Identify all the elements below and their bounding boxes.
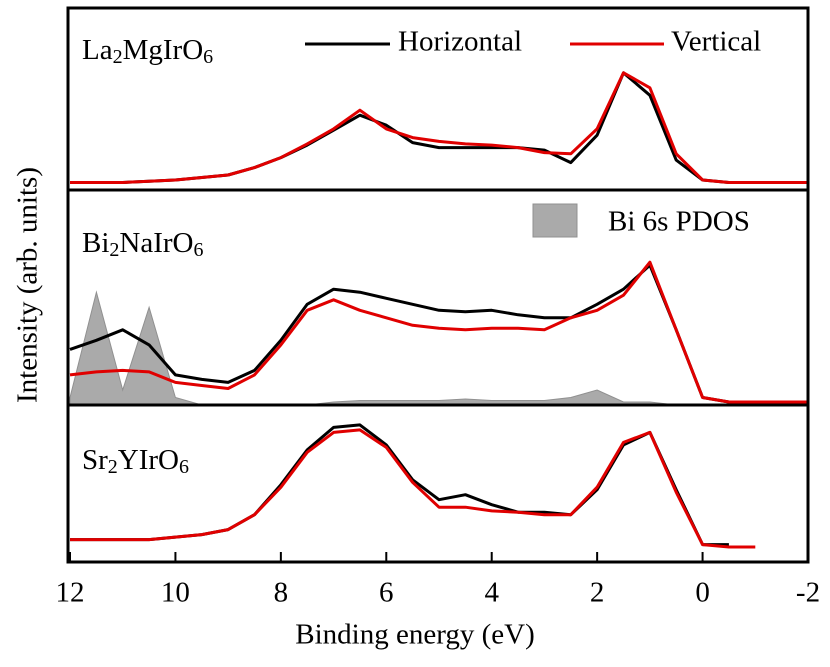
legend-label: Horizontal [398,26,522,58]
x-tick-label: 0 [695,577,710,609]
panel-label: Bi2NaIrO6 [82,227,203,261]
series-line [70,428,756,549]
plot-frame [66,6,810,564]
x-tick-label: 2 [590,577,605,609]
x-axis-label: Binding energy (eV) [295,619,534,651]
series-line [70,71,808,184]
x-tick-label: 4 [484,577,499,609]
series-line [69,260,808,404]
x-tick-label: 6 [379,577,394,609]
legend-swatch [532,203,578,238]
x-tick-label: -2 [796,577,820,609]
x-tick-label: 12 [56,577,85,609]
panel-label: La2MgIrO6 [82,34,213,68]
y-axis-label: Intensity (arb. units) [12,167,44,403]
x-tick-label: 10 [161,577,190,609]
series-line [70,71,808,184]
x-tick-label: 8 [274,577,289,609]
legend-label: Bi 6s PDOS [608,206,750,238]
panel-label: Sr2YIrO6 [82,444,189,478]
legend-label: Vertical [671,26,761,58]
